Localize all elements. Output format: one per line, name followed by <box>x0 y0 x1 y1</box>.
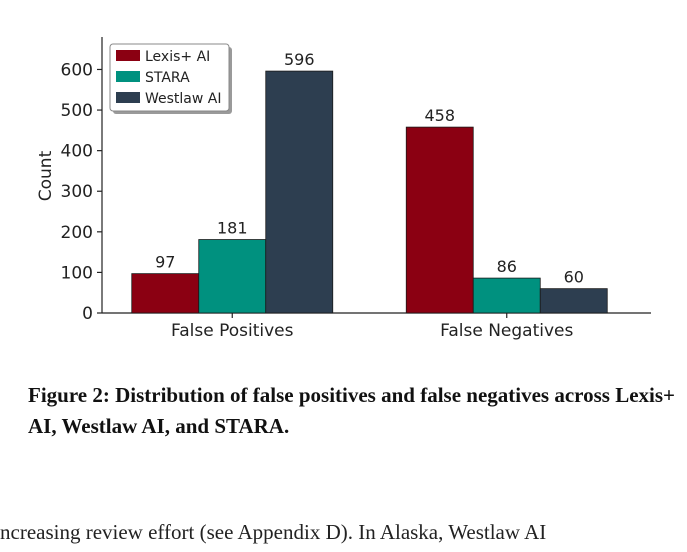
y-tick-label: 0 <box>82 304 93 324</box>
bar-stara <box>198 239 267 314</box>
legend-label: Lexis+ AI <box>145 49 210 65</box>
bar-stara <box>472 277 541 314</box>
y-tick-label: 300 <box>61 182 93 202</box>
y-tick-label: 400 <box>61 142 93 162</box>
body-text: ncreasing review effort (see Appendix D)… <box>0 520 547 544</box>
y-axis-label: Count <box>36 150 56 201</box>
bar-lexis-ai <box>405 126 474 314</box>
bar-value-label: 97 <box>155 253 175 272</box>
legend-swatch <box>116 71 140 82</box>
bar-value-label: 60 <box>564 268 584 287</box>
bar-value-label: 86 <box>497 257 517 276</box>
bar-value-label: 181 <box>217 219 248 238</box>
legend: Lexis+ AI STARA Westlaw AI <box>109 43 232 114</box>
bar-lexis-ai <box>131 273 200 314</box>
bar-value-label: 596 <box>284 50 315 69</box>
x-tick-label: False Negatives <box>440 321 573 341</box>
figure-caption: Figure 2: Distribution of false positive… <box>28 383 676 438</box>
legend-swatch <box>116 50 140 61</box>
bar-value-label: 458 <box>424 106 455 125</box>
y-tick-label: 100 <box>61 263 93 283</box>
bar-westlaw-ai <box>265 70 334 314</box>
y-axis: 0 100 200 300 400 500 600 <box>61 37 103 324</box>
x-tick-label: False Positives <box>171 321 294 341</box>
legend-swatch <box>116 92 140 103</box>
y-tick-label: 600 <box>61 60 93 80</box>
y-tick-label: 200 <box>61 223 93 243</box>
x-axis: False Positives False Negatives <box>102 312 651 341</box>
bars: 97 181 596 458 86 60 <box>131 50 608 314</box>
bar-westlaw-ai <box>539 288 608 314</box>
legend-label: Westlaw AI <box>145 91 222 107</box>
y-tick-label: 500 <box>61 101 93 121</box>
legend-label: STARA <box>145 70 190 86</box>
